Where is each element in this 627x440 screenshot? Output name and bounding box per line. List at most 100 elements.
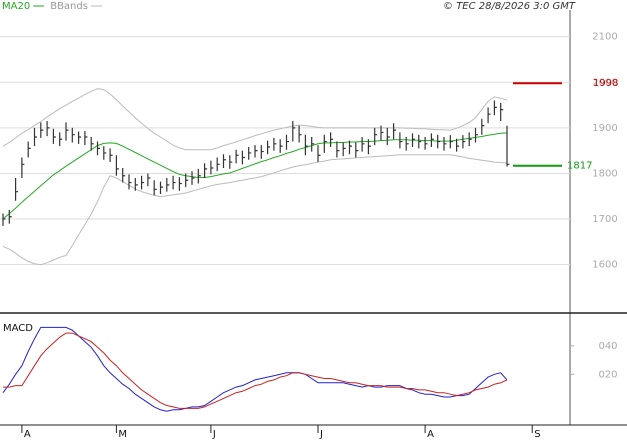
price-bar	[185, 173, 189, 188]
price-bar	[311, 136, 315, 152]
price-bar	[374, 127, 378, 146]
price-bar	[298, 125, 302, 143]
price-bar	[134, 178, 138, 191]
price-bar	[65, 122, 69, 141]
macd-title: MACD	[3, 323, 33, 334]
y-tick-label: 1700	[592, 214, 617, 225]
y-tick-label: 1800	[592, 168, 617, 179]
price-bar	[399, 132, 403, 149]
price-bar	[336, 141, 340, 158]
price-bar	[361, 136, 365, 152]
price-bar	[153, 180, 157, 196]
price-bar	[197, 168, 201, 184]
price-bar	[78, 131, 82, 144]
macd-line	[3, 332, 508, 409]
price-bar	[323, 134, 327, 153]
price-bar	[456, 138, 460, 152]
x-tick-label: J	[212, 429, 216, 440]
x-tick-label: S	[534, 429, 540, 440]
price-bar	[46, 121, 50, 137]
price-bar	[279, 139, 283, 153]
price-bar	[216, 157, 220, 172]
price-bar	[166, 178, 170, 192]
y-tick-label: 040	[598, 341, 617, 352]
price-bar	[418, 134, 422, 149]
price-bar	[330, 132, 334, 148]
price-bar	[109, 148, 113, 163]
price-bar	[84, 131, 88, 146]
ma-line	[2, 132, 508, 220]
level-label: 1817	[567, 161, 592, 172]
price-bar	[355, 142, 359, 158]
y-tick-label: 1600	[592, 260, 617, 271]
price-bar	[273, 137, 277, 151]
price-bar	[443, 136, 447, 151]
x-tick-label: M	[118, 429, 127, 440]
legend-label: BBands	[50, 1, 88, 12]
price-bar	[241, 150, 245, 165]
price-bar	[468, 132, 472, 147]
price-bar	[304, 134, 308, 156]
price-bar	[90, 136, 94, 151]
price-bar	[229, 155, 233, 169]
price-bar	[411, 133, 415, 148]
y-tick-label: 1900	[592, 123, 617, 134]
price-bar	[474, 127, 478, 143]
legend-label: MA20	[2, 1, 30, 12]
price-bar	[178, 177, 182, 191]
band-upper	[2, 88, 508, 151]
price-bar	[96, 141, 100, 156]
price-bar	[27, 141, 31, 158]
price-bar	[15, 178, 19, 201]
price-bar	[128, 174, 132, 190]
x-tick-label: A	[24, 429, 31, 440]
price-bar	[267, 140, 271, 155]
x-tick-label: A	[427, 429, 434, 440]
price-bar	[103, 146, 107, 160]
price-bar	[493, 100, 497, 116]
price-bar	[380, 125, 384, 141]
price-bar	[59, 132, 63, 147]
price-bar	[487, 107, 491, 124]
y-tick-label: 020	[598, 369, 617, 380]
price-bar	[254, 145, 258, 158]
price-bar	[52, 128, 56, 144]
price-bar	[506, 125, 510, 167]
price-bar	[222, 154, 226, 168]
price-bar	[210, 160, 214, 175]
x-tick-label: J	[319, 429, 323, 440]
price-bar	[172, 175, 176, 190]
price-bar	[159, 181, 163, 194]
price-bar	[367, 139, 371, 155]
y-tick-label: 2100	[592, 32, 617, 43]
price-bar	[141, 175, 145, 190]
price-bar	[2, 213, 6, 226]
price-bar	[292, 121, 296, 142]
price-bar	[462, 135, 466, 149]
price-bar	[449, 135, 453, 149]
source: © TEC 28/8/2026 3:0 GMT	[443, 1, 576, 12]
price-bar	[260, 145, 264, 159]
price-bar	[40, 122, 44, 138]
price-bar	[317, 145, 321, 163]
price-bar	[437, 134, 441, 149]
price-bar	[405, 136, 409, 151]
level-label: 1998	[593, 78, 618, 89]
price-bar	[204, 163, 208, 179]
band-lower	[2, 154, 508, 266]
price-bar	[21, 157, 25, 179]
price-bar	[285, 134, 289, 150]
price-bar	[248, 147, 252, 160]
price-bar	[147, 173, 151, 187]
price-bar	[191, 171, 195, 185]
macd-line	[2, 326, 508, 412]
price-bar	[393, 123, 397, 140]
price-bar	[235, 149, 239, 164]
price-bar	[342, 142, 346, 157]
y-tick-label: 2000	[592, 77, 617, 88]
price-bar	[71, 127, 75, 143]
price-bar	[122, 167, 126, 183]
price-bar	[386, 127, 390, 146]
price-bar	[33, 127, 37, 147]
